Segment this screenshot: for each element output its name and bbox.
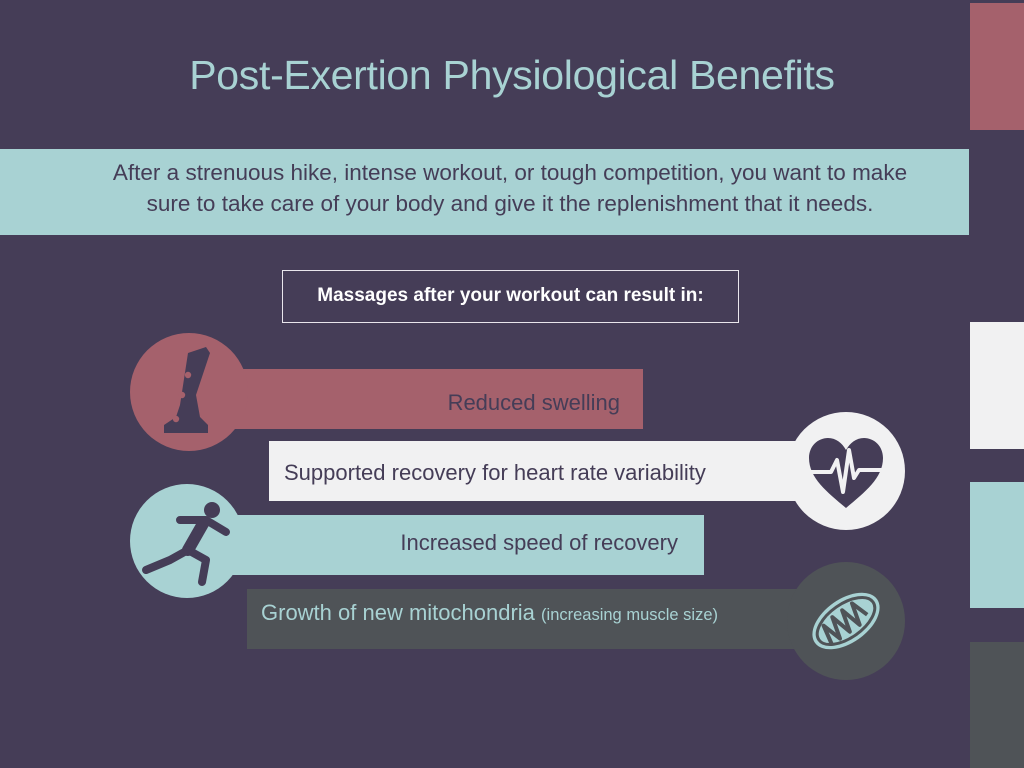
benefit-circle-heart-rate (787, 412, 905, 530)
side-block-dark (970, 162, 1024, 298)
page-title: Post-Exertion Physiological Benefits (189, 52, 835, 98)
benefit-circle-recovery-speed (130, 484, 244, 598)
benefit-text-swelling: Reduced swelling (447, 390, 620, 415)
runner-icon (142, 502, 230, 586)
benefit-bar-recovery-speed (180, 515, 704, 575)
benefit-circle-swelling (130, 333, 248, 451)
benefit-text-mitochondria: Growth of new mitochondria (increasing m… (261, 583, 718, 645)
intro-text: After a strenuous hike, intense workout,… (40, 157, 980, 219)
leg-icon (164, 347, 210, 433)
side-block-gray (970, 642, 1024, 768)
mitochondria-icon (812, 592, 880, 650)
side-block-mauve (970, 3, 1024, 130)
heart-rate-icon (807, 438, 885, 508)
intro-band (0, 149, 969, 235)
benefit-bar-mitochondria (247, 589, 837, 649)
subtitle-box: Massages after your workout can result i… (282, 270, 739, 323)
benefit-bar-swelling (180, 369, 643, 429)
side-block-white (970, 322, 1024, 449)
side-block-teal (970, 482, 1024, 608)
benefit-text-heart-rate: Supported recovery for heart rate variab… (284, 460, 706, 485)
benefit-bar-heart-rate (269, 441, 837, 501)
mitochondria-note: (increasing muscle size) (541, 606, 719, 624)
benefit-circle-mitochondria (787, 562, 905, 680)
intro-line-2: sure to take care of your body and give … (146, 191, 874, 216)
mitochondria-label: Growth of new mitochondria (261, 600, 535, 625)
benefit-text-recovery-speed: Increased speed of recovery (400, 530, 678, 555)
intro-line-1: After a strenuous hike, intense workout,… (112, 160, 908, 185)
